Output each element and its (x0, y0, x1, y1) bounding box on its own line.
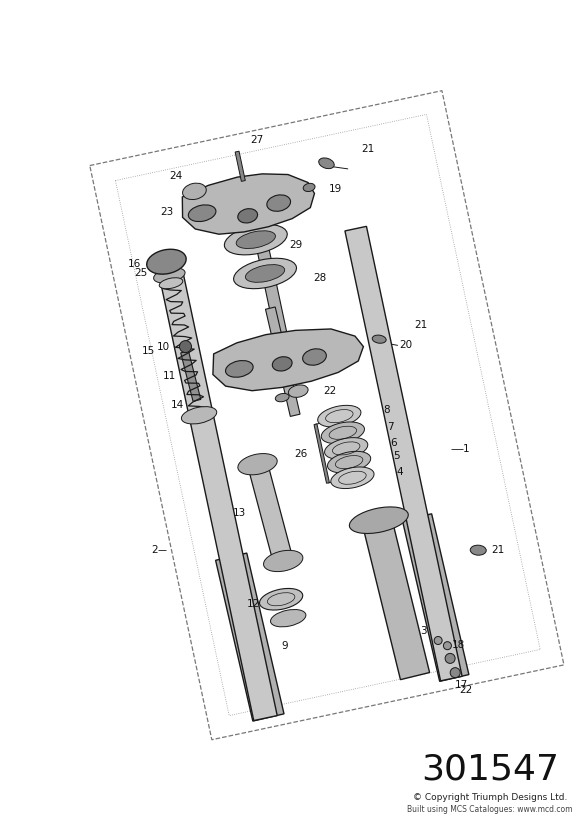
Text: 16: 16 (128, 259, 141, 269)
Circle shape (445, 653, 455, 663)
Ellipse shape (238, 453, 277, 475)
Text: 27: 27 (251, 134, 264, 144)
Text: 301547: 301547 (421, 753, 559, 787)
Ellipse shape (331, 467, 374, 489)
Text: 22: 22 (459, 685, 473, 695)
Ellipse shape (328, 452, 371, 473)
Text: 26: 26 (294, 449, 307, 459)
Text: 5: 5 (393, 452, 400, 461)
Ellipse shape (372, 335, 386, 344)
Ellipse shape (272, 357, 292, 371)
Ellipse shape (238, 208, 258, 223)
Ellipse shape (289, 385, 308, 397)
Text: 8: 8 (384, 405, 390, 415)
Text: 12: 12 (247, 599, 260, 609)
Ellipse shape (234, 258, 297, 288)
Ellipse shape (159, 278, 183, 288)
Text: 7: 7 (387, 422, 394, 432)
Ellipse shape (275, 393, 289, 402)
Text: 18: 18 (451, 640, 465, 650)
Ellipse shape (349, 507, 408, 533)
Ellipse shape (321, 422, 364, 443)
Circle shape (434, 636, 442, 644)
Text: 17: 17 (455, 680, 468, 690)
Ellipse shape (259, 588, 303, 610)
Polygon shape (345, 227, 462, 681)
Text: 21: 21 (491, 545, 505, 555)
Ellipse shape (226, 361, 253, 377)
Text: 25: 25 (135, 269, 148, 279)
Polygon shape (160, 275, 278, 720)
Polygon shape (362, 517, 430, 680)
Text: 13: 13 (233, 508, 247, 518)
Ellipse shape (271, 610, 306, 627)
Ellipse shape (303, 349, 326, 365)
Polygon shape (254, 232, 293, 362)
Ellipse shape (303, 183, 315, 191)
Ellipse shape (224, 224, 287, 255)
Polygon shape (181, 351, 201, 401)
Ellipse shape (267, 194, 290, 211)
Circle shape (444, 642, 451, 649)
Ellipse shape (188, 205, 216, 222)
Text: 14: 14 (170, 400, 184, 410)
Text: 11: 11 (163, 371, 177, 381)
Ellipse shape (236, 231, 275, 249)
Text: 9: 9 (281, 641, 288, 651)
Text: 23: 23 (160, 207, 173, 218)
Text: 20: 20 (400, 340, 413, 350)
Text: 15: 15 (142, 345, 156, 355)
Text: 21: 21 (414, 320, 427, 330)
Polygon shape (402, 514, 469, 681)
Ellipse shape (182, 183, 206, 199)
Polygon shape (235, 151, 245, 181)
Ellipse shape (319, 158, 334, 169)
Text: 10: 10 (157, 342, 170, 352)
Text: 19: 19 (329, 184, 342, 194)
Ellipse shape (470, 545, 486, 555)
Ellipse shape (147, 249, 186, 274)
Text: Built using MCS Catalogues: www.mcd.com: Built using MCS Catalogues: www.mcd.com (408, 806, 573, 814)
Text: 21: 21 (361, 144, 374, 154)
Text: 3: 3 (420, 626, 427, 636)
Polygon shape (182, 174, 314, 234)
Text: 29: 29 (289, 240, 303, 250)
Text: 28: 28 (314, 274, 326, 283)
Polygon shape (213, 329, 363, 391)
Ellipse shape (154, 268, 185, 283)
Polygon shape (265, 307, 300, 416)
Ellipse shape (264, 550, 303, 572)
Text: 2: 2 (151, 545, 157, 555)
Polygon shape (248, 461, 293, 564)
Ellipse shape (318, 405, 361, 427)
Text: 4: 4 (396, 467, 403, 477)
Ellipse shape (245, 265, 285, 283)
Circle shape (180, 340, 191, 353)
Text: 24: 24 (168, 171, 182, 181)
Polygon shape (314, 424, 329, 483)
Ellipse shape (325, 438, 368, 459)
Polygon shape (216, 553, 284, 721)
Text: 1: 1 (463, 444, 470, 454)
Text: © Copyright Triumph Designs Ltd.: © Copyright Triumph Designs Ltd. (413, 794, 567, 803)
Text: 22: 22 (324, 386, 337, 396)
Circle shape (450, 667, 460, 677)
Ellipse shape (181, 406, 217, 424)
Text: 6: 6 (390, 438, 397, 447)
